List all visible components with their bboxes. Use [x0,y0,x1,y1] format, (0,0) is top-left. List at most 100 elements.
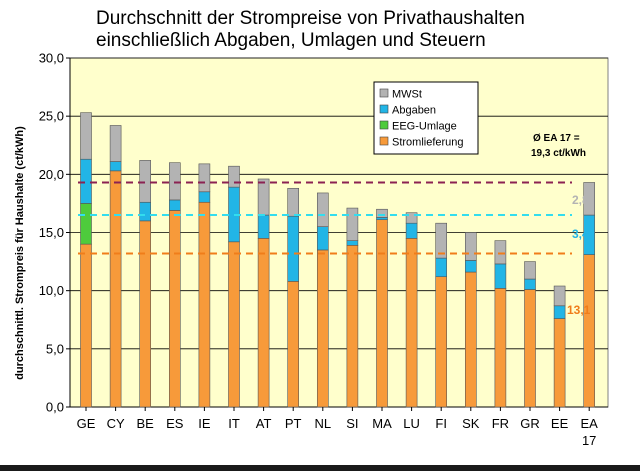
x-tick-label: EA 17 [581,416,599,448]
x-tick-label: LU [403,416,420,431]
bar-segment-mwst [405,212,418,224]
x-tick-label: EE [551,416,569,431]
x-tick-label: IT [228,416,240,431]
bar-segment-stromlieferung [316,249,329,408]
abgaben-value-annotation: 3,4 [572,227,589,241]
bar-segment-stromlieferung [464,271,477,408]
bar-segment-abgaben [198,191,211,203]
bar-segment-mwst [80,112,92,160]
x-tick-label-part: FR [492,416,509,431]
bar-segment-abgaben [494,263,507,289]
x-tick-label-part: GR [520,416,540,431]
bar-segment-stromlieferung [198,201,211,408]
bar-segment-mwst [287,187,300,217]
bar-segment-abgaben [169,199,181,211]
x-tick-label-part: AT [256,416,272,431]
y-tick-label: 30,0 [39,51,64,66]
summary-average-label: Ø EA 17 = [533,133,580,144]
legend-label: MWSt [392,89,422,101]
bar-segment-mwst [435,222,448,259]
bar-segment-mwst [524,261,536,280]
y-tick-label: 15,0 [39,225,64,240]
legend-label: Stromlieferung [392,137,464,149]
bar-segment-abgaben [346,240,359,246]
bar-segment-eeg-umlage [80,203,92,245]
x-tick-label-part: IE [198,416,211,431]
legend-label: EEG-Umlage [392,121,457,133]
x-tick-label-part: PT [285,416,302,431]
x-tick-label-part: FI [435,416,447,431]
bar-segment-stromlieferung [405,238,418,408]
bar-segment-stromlieferung [109,170,122,408]
y-tick-label: 10,0 [39,283,64,298]
chart-title-line-1: Durchschnitt der Strompreise von Privath… [96,8,525,29]
x-tick-label-part: GE [77,416,96,431]
x-tick-label: MA [372,416,392,431]
x-tick-label-part: NL [314,416,331,431]
x-tick-label-part: IT [228,416,240,431]
x-tick-label: IE [198,416,211,431]
summary-average-value: 19,3 ct/kWh [531,148,586,159]
legend-swatch [379,136,389,146]
y-tick-label: 0,0 [46,400,64,415]
x-tick-label: BE [137,416,155,431]
bar-segment-stromlieferung [553,318,566,408]
bar-segment-abgaben [553,305,566,319]
x-tick-label: FI [435,416,447,431]
bottom-edge-bar [0,465,640,471]
bar-segment-mwst [316,192,329,227]
bar-segment-abgaben [376,217,388,221]
bar-segment-abgaben [287,215,300,282]
x-tick-label-part: EE [551,416,569,431]
bar-segment-stromlieferung [287,281,300,408]
x-tick-label: GR [520,416,540,431]
bar-segment-mwst [494,240,507,265]
x-tick-label: FR [492,416,509,431]
bar-segment-mwst [228,165,240,188]
x-tick-label-part: 17 [582,433,596,448]
bar-segment-mwst [109,125,122,162]
legend-swatch [379,104,389,114]
legend-label: Abgaben [392,105,436,117]
bar-segment-mwst [553,285,566,307]
x-tick-label: NL [314,416,331,431]
bar-segment-abgaben [464,260,477,273]
bar-segment-abgaben [405,222,418,239]
x-tick-label-part: ES [166,416,184,431]
chart-title: Durchschnitt der Strompreise von Privath… [96,8,616,52]
bar-segment-abgaben [435,257,448,278]
bar-segment-stromlieferung [494,288,507,408]
bar-segment-stromlieferung [257,238,270,408]
x-tick-label: CY [107,416,125,431]
x-tick-label: SI [346,416,358,431]
bar-segment-stromlieferung [583,254,596,408]
bar-segment-mwst [169,162,181,201]
legend-swatch [379,88,389,98]
bar-segment-mwst [198,163,211,193]
x-tick-label: AT [256,416,272,431]
x-tick-label-part: SK [462,416,480,431]
x-tick-label: GE [77,416,96,431]
x-tick-label-part: MA [372,416,392,431]
bar-segment-mwst [464,232,477,261]
bar-segment-abgaben [257,214,270,239]
bar-segment-stromlieferung [376,219,388,408]
x-tick-label: PT [285,416,302,431]
bar-segment-stromlieferung [346,244,359,408]
y-tick-label: 5,0 [46,341,64,356]
bar-segment-abgaben [80,158,92,204]
bar-segment-mwst [139,160,151,203]
x-tick-label: SK [462,416,480,431]
mwst-value-annotation: 2,8 [572,193,589,207]
bar-segment-stromlieferung [169,210,181,408]
bar-segment-abgaben [109,161,122,172]
x-tick-label-part: LU [403,416,420,431]
y-tick-label: 20,0 [39,167,64,182]
x-tick-label-part: BE [137,416,155,431]
bar-segment-abgaben [139,201,151,222]
x-tick-label-part: EA [581,416,599,431]
bar-segment-mwst [583,182,596,216]
bar-segment-stromlieferung [524,289,536,408]
bar-segment-abgaben [524,278,536,290]
x-tick-label-part: SI [346,416,358,431]
